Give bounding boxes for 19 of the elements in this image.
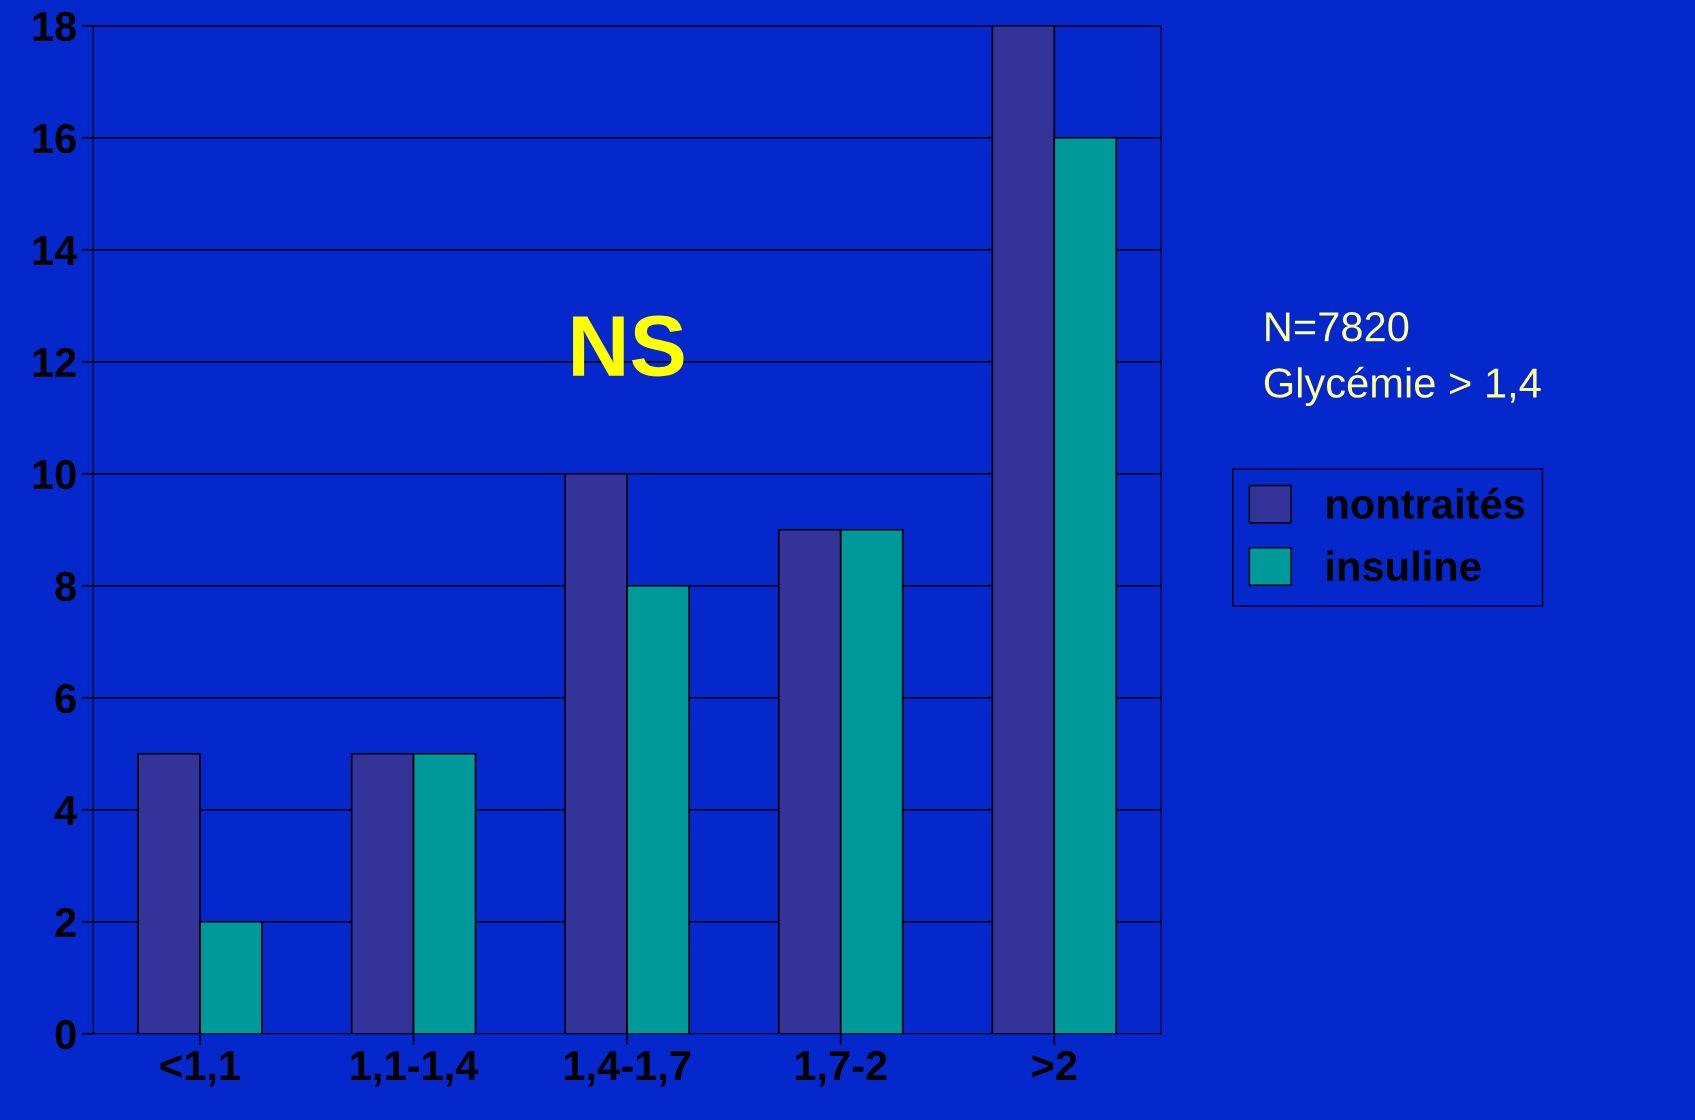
y-tick-label: 14 — [33, 236, 78, 265]
y-tick-label: 6 — [55, 683, 76, 714]
y-tick-label: 18 — [33, 11, 76, 42]
x-tick-label: 1,4-1,7 — [564, 1051, 691, 1087]
x-tick-label: >2 — [1032, 1050, 1077, 1080]
y-tick-label: 2 — [55, 907, 76, 937]
legend-label: nontraités — [1327, 487, 1525, 519]
text: N=7820 — [1266, 312, 1409, 342]
x-tick-label: 1,7-2 — [795, 1050, 887, 1087]
x-tick-label: 1,1-1,4 — [351, 1051, 479, 1087]
text: Glycémie > 1,4 — [1264, 366, 1541, 407]
legend-label: insuline — [1327, 550, 1481, 582]
x-tick-label: <1,1 — [160, 1051, 240, 1087]
y-tick-label: 10 — [33, 459, 76, 490]
y-tick-label: 0 — [55, 1019, 76, 1050]
y-tick-label: 4 — [54, 796, 78, 825]
y-tick-label: 12 — [33, 347, 76, 377]
y-tick-label: 16 — [33, 123, 76, 154]
y-tick-label: 8 — [55, 571, 76, 602]
